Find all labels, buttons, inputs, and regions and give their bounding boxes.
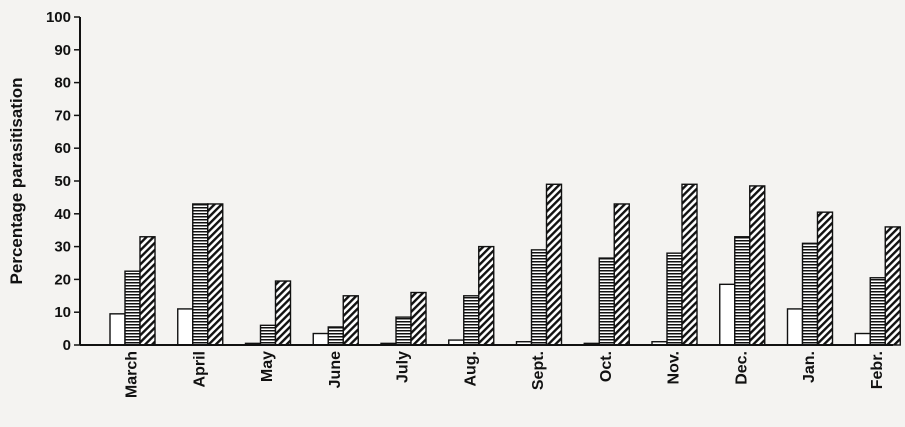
x-category-label: Dec.: [733, 351, 750, 385]
x-category-label: April: [191, 351, 208, 387]
x-category-label: Oct.: [598, 351, 615, 382]
bar-march-series-3: [139, 236, 156, 346]
x-category-label: Nov.: [666, 351, 683, 384]
bar-june-series-1: [312, 332, 329, 346]
bar-nov-series-3: [681, 183, 698, 346]
bar-aug-series-2: [463, 295, 480, 346]
bar-march-series-2: [124, 270, 141, 346]
y-tick-label: 70: [54, 107, 71, 124]
y-tick-label: 10: [54, 304, 71, 321]
x-category-label: July: [395, 351, 412, 383]
bar-june-series-2: [327, 326, 344, 346]
x-category-label: May: [259, 351, 276, 382]
bar-nov-series-2: [666, 252, 683, 346]
x-category-label: Febr.: [869, 351, 886, 389]
bar-dec-series-3: [749, 185, 766, 346]
y-tick-label: 50: [54, 173, 71, 190]
y-tick-label: 100: [46, 9, 71, 26]
y-tick-label: 40: [54, 206, 71, 223]
bar-may-series-2: [259, 324, 277, 346]
bar-oct-series-3: [613, 203, 630, 346]
y-axis-title: Percentage parasitisation: [7, 78, 26, 285]
bar-june-series-3: [342, 295, 359, 346]
bar-april-series-3: [207, 203, 224, 346]
y-tick-label: 60: [54, 140, 71, 157]
bars-group: [109, 183, 901, 346]
bar-march-series-1: [109, 313, 126, 346]
x-category-label: June: [327, 351, 344, 388]
bar-febr-series-1: [854, 332, 871, 346]
bar-oct-series-2: [598, 257, 615, 346]
bar-jan-series-3: [816, 211, 834, 346]
bar-april-series-2: [192, 203, 209, 346]
y-axis-ticks: 0 10 20 30 40 50 60 70 80 90 100: [46, 9, 80, 354]
bar-dec-series-2: [734, 236, 751, 346]
y-tick-label: 90: [54, 42, 71, 59]
bar-sept-series-2: [530, 249, 548, 346]
bar-may-series-3: [274, 280, 292, 346]
bar-febr-series-2: [869, 277, 886, 346]
x-category-label: Aug.: [462, 351, 479, 387]
x-category-label: March: [124, 351, 141, 398]
bar-aug-series-3: [478, 245, 495, 346]
x-category-label: Sept.: [530, 351, 547, 390]
bar-febr-series-3: [884, 226, 901, 346]
bar-april-series-1: [177, 308, 194, 346]
bar-july-series-3: [410, 291, 427, 346]
y-tick-label: 80: [54, 75, 71, 92]
bar-july-series-2: [395, 316, 412, 346]
y-tick-label: 0: [63, 337, 71, 354]
bar-dec-series-1: [719, 283, 736, 346]
bar-jan-series-1: [786, 308, 804, 346]
y-tick-label: 30: [54, 239, 71, 256]
bar-jan-series-2: [801, 242, 819, 346]
y-tick-label: 20: [54, 271, 71, 288]
x-axis-labels: March April May June July Aug. Sept. Oct. Nov. De…: [124, 351, 886, 398]
bar-sept-series-3: [545, 183, 563, 346]
x-category-label: Jan.: [801, 351, 818, 383]
